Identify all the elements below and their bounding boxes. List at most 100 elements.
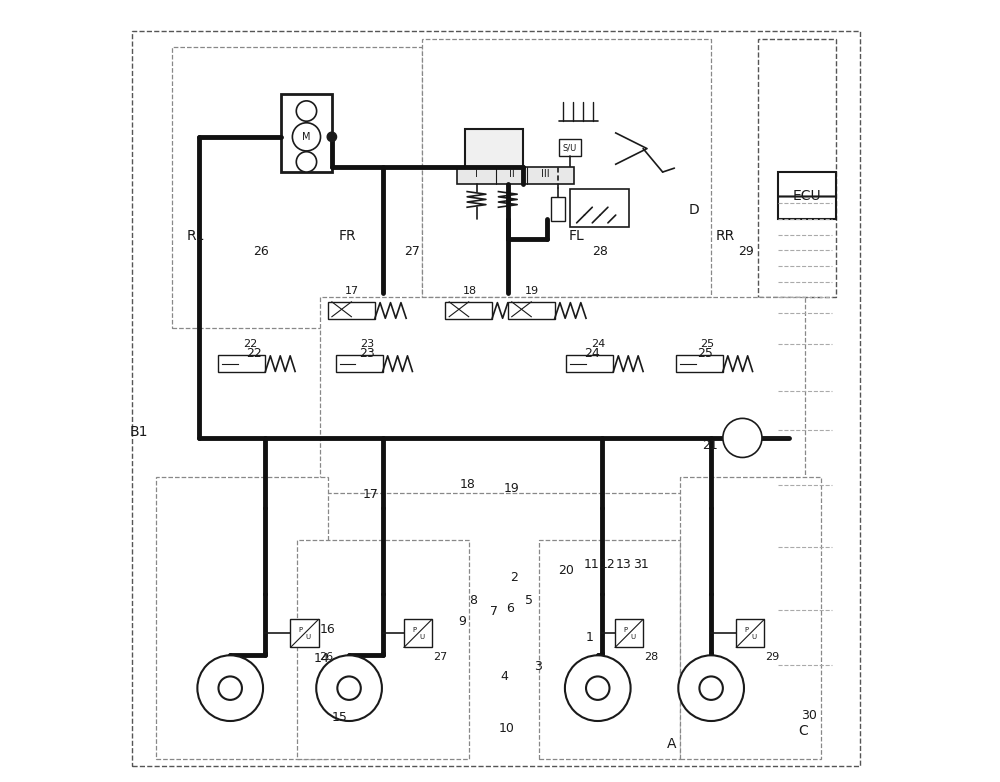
Bar [290,619,319,647]
Text: 31: 31 [633,558,649,571]
Text: 12: 12 [600,558,616,571]
Text: II: II [509,170,515,179]
Circle shape [327,132,337,142]
Text: 27: 27 [404,246,420,258]
Bar [570,189,629,227]
Text: C: C [799,724,808,738]
Circle shape [218,676,242,700]
Text: 17: 17 [345,286,359,296]
Text: 29: 29 [738,246,754,258]
Text: 18: 18 [459,479,475,491]
Circle shape [337,676,361,700]
Text: D: D [689,203,699,217]
Text: 26: 26 [254,246,269,258]
Text: 14: 14 [314,652,330,665]
Text: U: U [630,634,636,640]
Text: 27: 27 [433,652,447,662]
Text: ECU: ECU [792,188,821,203]
Text: 24: 24 [591,339,605,349]
Bar [320,297,805,493]
Text: 16: 16 [320,623,336,636]
Bar [336,355,383,372]
Text: 18: 18 [462,286,477,296]
Bar [758,39,836,297]
Bar [404,619,432,647]
Bar [445,302,492,319]
Text: 4: 4 [500,670,508,683]
Bar [778,172,836,219]
Bar [218,355,265,372]
Bar [680,477,821,759]
Text: 25: 25 [697,347,713,360]
Circle shape [292,123,321,151]
Circle shape [565,655,631,721]
Text: 23: 23 [359,347,375,360]
Text: B1: B1 [129,425,148,439]
Text: U: U [419,634,424,640]
Bar [539,540,680,759]
Text: FR: FR [339,229,356,243]
Text: 28: 28 [592,246,608,258]
Text: U: U [752,634,757,640]
Circle shape [586,676,609,700]
Text: P: P [744,626,748,633]
Text: A: A [667,737,677,752]
Circle shape [296,101,317,121]
Text: 22: 22 [243,339,257,349]
Text: 19: 19 [525,286,539,296]
Bar [297,540,469,759]
Text: 29: 29 [765,652,779,662]
Text: M: M [302,132,311,142]
Text: 15: 15 [332,712,348,724]
Text: 23: 23 [360,339,374,349]
Bar [422,39,711,297]
Text: FL: FL [569,229,585,243]
Text: 8: 8 [469,594,477,607]
Circle shape [316,655,382,721]
Bar [676,355,723,372]
Text: 19: 19 [504,482,520,495]
Bar [615,619,643,647]
Circle shape [296,152,317,172]
Bar [465,129,523,168]
Text: 24: 24 [584,347,600,360]
Bar [172,47,422,328]
Text: 7: 7 [490,605,498,618]
Text: 2: 2 [510,571,518,583]
Text: I: I [475,170,478,179]
Bar [736,619,764,647]
Text: 5: 5 [525,594,533,607]
Text: 21: 21 [702,439,717,452]
Circle shape [723,418,762,457]
Circle shape [197,655,263,721]
Text: P: P [623,626,627,633]
Text: III: III [541,170,550,179]
Bar [508,302,555,319]
Text: 13: 13 [616,558,631,571]
Text: P: P [299,626,303,633]
Text: 10: 10 [498,723,514,735]
Text: 17: 17 [363,488,379,500]
Bar [559,139,581,156]
Bar [281,94,332,172]
Text: RR: RR [716,229,735,243]
Text: 20: 20 [559,565,574,577]
Circle shape [678,655,744,721]
Bar [156,477,328,759]
Circle shape [699,676,723,700]
Text: 11: 11 [584,558,599,571]
Text: 1: 1 [586,631,594,644]
Text: U: U [306,634,311,640]
Text: 9: 9 [459,615,466,628]
Text: RL: RL [186,229,204,243]
Bar [551,197,565,221]
Text: S/U: S/U [562,143,577,152]
Text: P: P [412,626,416,633]
Bar [457,167,574,184]
Text: 6: 6 [506,602,514,615]
Bar [566,355,613,372]
Text: 22: 22 [246,347,262,360]
Text: 26: 26 [319,652,333,662]
Bar [328,302,375,319]
Text: 25: 25 [700,339,714,349]
